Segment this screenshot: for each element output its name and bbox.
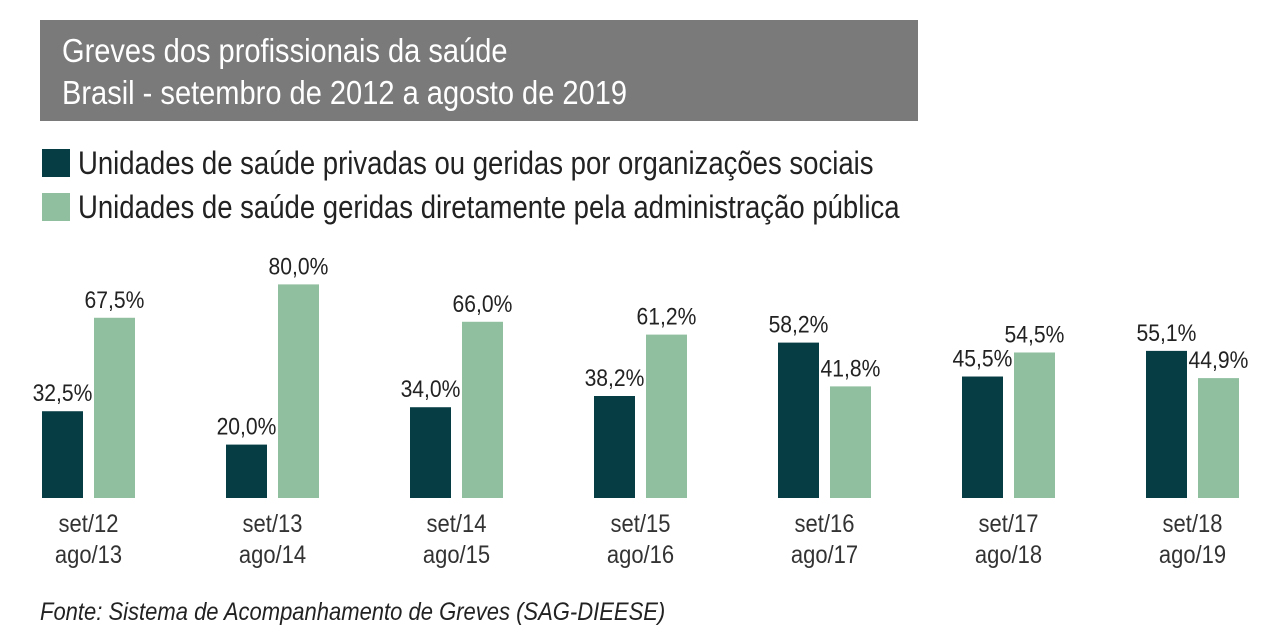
category-label-0-1: ago/13 [55, 541, 122, 569]
category-label-4-0: set/16 [795, 510, 855, 538]
bar-private-4 [778, 342, 819, 498]
bar-private-1 [226, 444, 267, 498]
data-label-private-3: 38,2% [585, 365, 645, 392]
category-label-2-0: set/14 [427, 510, 487, 538]
bar-public-3 [646, 334, 687, 498]
category-label-1-0: set/13 [243, 510, 303, 538]
bar-public-5 [1014, 352, 1055, 498]
title-box: Greves dos profissionais da saúde Brasil… [40, 20, 918, 121]
bar-private-2 [410, 407, 451, 498]
source-note: Fonte: Sistema de Acompanhamento de Grev… [40, 598, 666, 626]
legend-item-private: Unidades de saúde privadas ou geridas po… [42, 144, 1003, 181]
data-label-public-5: 54,5% [1005, 321, 1065, 348]
bar-public-6 [1198, 378, 1239, 498]
bar-private-5 [962, 376, 1003, 498]
bar-private-6 [1146, 350, 1187, 498]
legend-label-private: Unidades de saúde privadas ou geridas po… [78, 144, 874, 181]
bar-public-2 [462, 321, 503, 498]
legend-label-public: Unidades de saúde geridas diretamente pe… [78, 188, 900, 225]
bar-private-0 [42, 411, 83, 498]
data-label-private-0: 32,5% [33, 380, 93, 407]
legend-swatch-public [42, 193, 70, 221]
data-label-private-4: 58,2% [769, 311, 829, 338]
legend-swatch-private [42, 149, 70, 177]
chart-title: Greves dos profissionais da saúde [62, 32, 508, 69]
data-label-public-4: 41,8% [821, 355, 881, 382]
bar-private-3 [594, 396, 635, 498]
data-label-public-1: 80,0% [269, 253, 329, 280]
category-label-3-1: ago/16 [607, 541, 674, 569]
data-label-private-5: 45,5% [953, 345, 1013, 372]
bar-chart: 32,5% 67,5% set/12 ago/13 20,0% 80,0% set/13 ag… [33, 253, 1249, 569]
bar-public-1 [278, 284, 319, 498]
data-label-private-1: 20,0% [217, 413, 277, 440]
data-label-public-6: 44,9% [1189, 347, 1249, 374]
chart-subtitle: Brasil - setembro de 2012 a agosto de 20… [62, 74, 628, 111]
data-label-public-3: 61,2% [637, 303, 697, 330]
category-label-0-0: set/12 [59, 510, 119, 538]
data-label-private-6: 55,1% [1137, 320, 1197, 347]
category-label-5-0: set/17 [979, 510, 1039, 538]
category-label-6-0: set/18 [1163, 510, 1223, 538]
category-label-4-1: ago/17 [791, 541, 858, 569]
category-label-3-0: set/15 [611, 510, 671, 538]
category-label-5-1: ago/18 [975, 541, 1042, 569]
category-label-1-1: ago/14 [239, 541, 306, 569]
data-label-public-2: 66,0% [453, 291, 513, 318]
legend-item-public: Unidades de saúde geridas diretamente pe… [42, 188, 1033, 225]
category-label-6-1: ago/19 [1159, 541, 1226, 569]
bar-public-4 [830, 386, 871, 498]
bar-public-0 [94, 317, 135, 498]
category-label-2-1: ago/15 [423, 541, 490, 569]
data-label-public-0: 67,5% [85, 287, 145, 314]
data-label-private-2: 34,0% [401, 376, 461, 403]
